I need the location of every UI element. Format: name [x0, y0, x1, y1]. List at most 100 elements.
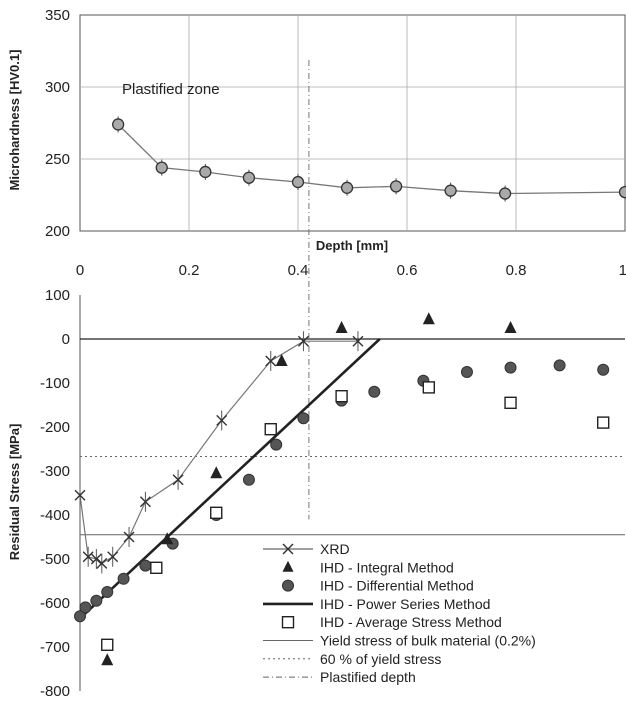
- xrd-point-b: [297, 335, 309, 347]
- xrd-point: [265, 355, 277, 367]
- bottom-y-tick-label: 100: [45, 287, 70, 304]
- xrd-point: [90, 553, 102, 565]
- legend-swatch-xrd: [282, 543, 294, 555]
- bottom-y-ticks: 100 0 -100 -200 -300 -400 -500 -600 -700 -800: [40, 287, 70, 700]
- xrd-point: [352, 335, 364, 347]
- top-grid: [80, 15, 625, 231]
- xrd-point: [96, 557, 108, 569]
- top-x-tick-label: 0.8: [506, 262, 527, 279]
- plastified-zone-label: Plastified zone: [122, 81, 220, 98]
- integral-point: [101, 653, 114, 666]
- differential-point: [117, 572, 130, 585]
- differential-point: [139, 559, 152, 572]
- differential-point: [79, 601, 92, 614]
- legend-row: 60 % of yield stress: [263, 651, 441, 667]
- differential-point: [242, 473, 255, 486]
- xrd-point-b: [90, 553, 102, 565]
- legend-row: Plastified depth: [263, 669, 416, 685]
- legend-rows: XRD IHD - Integral Method IHD - Differenti…: [263, 541, 536, 685]
- hardness-point: [291, 175, 305, 189]
- top-x-tick-label: 1: [619, 262, 626, 279]
- xrd-point-b: [107, 551, 119, 563]
- legend-label: IHD - Differential Method: [320, 578, 474, 594]
- xrd-point: [123, 531, 135, 543]
- power-series-line: [79, 338, 381, 620]
- integral-point: [504, 321, 517, 333]
- legend-label: 60 % of yield stress: [320, 651, 441, 667]
- bottom-y-axis-title: Residual Stress [MPa]: [7, 424, 22, 561]
- xrd-point: [107, 551, 119, 563]
- average-stress-point: [597, 416, 610, 429]
- top-x-tick-label: 0.2: [179, 262, 200, 279]
- legend-label: IHD - Power Series Method: [320, 596, 490, 612]
- xrd-point-b: [265, 355, 277, 367]
- top-y-axis-title: Microhardness [HV0.1]: [7, 50, 22, 191]
- top-y-tick-label: 300: [45, 79, 70, 96]
- top-x-tick-label: 0.4: [288, 262, 309, 279]
- differential-point: [297, 412, 310, 425]
- hardness-line: [117, 123, 626, 195]
- differential-point: [597, 363, 610, 376]
- legend-row: Yield stress of bulk material (0.2%): [263, 633, 536, 649]
- hardness-point: [498, 187, 512, 200]
- bottom-y-tick-label: -200: [40, 419, 70, 436]
- xrd-point-b: [352, 335, 364, 347]
- xrd-point-b: [96, 557, 108, 569]
- average-stress-point: [150, 561, 163, 574]
- xrd-point-b: [82, 551, 94, 563]
- differential-point: [460, 366, 473, 378]
- xrd-point-b: [74, 489, 86, 501]
- hardness-point: [112, 118, 125, 131]
- bottom-y-tick-label: -700: [40, 639, 70, 656]
- top-y-tick-label: 250: [45, 151, 70, 168]
- legend-row: IHD - Average Stress Method: [281, 614, 502, 630]
- xrd-point: [297, 335, 309, 347]
- legend: XRD IHD - Integral Method IHD - Differenti…: [258, 538, 610, 694]
- differential-point: [553, 359, 566, 372]
- xrd-point-b: [216, 414, 228, 426]
- legend-label: IHD - Integral Method: [320, 559, 454, 575]
- average-stress-point: [264, 423, 277, 436]
- integral-point: [335, 321, 348, 333]
- bottom-y-tick-label: -600: [40, 595, 70, 612]
- hardness-point: [389, 180, 403, 193]
- hardness-point: [340, 181, 354, 194]
- average-stress-point: [101, 638, 114, 651]
- legend-row: XRD: [263, 541, 350, 557]
- top-plot-frame: [79, 14, 626, 232]
- differential-point: [74, 610, 86, 623]
- hardness-point: [155, 161, 168, 174]
- bottom-series: [74, 312, 610, 666]
- top-series: [112, 116, 626, 202]
- top-x-tick-label: 0.6: [397, 262, 418, 279]
- xrd-point: [139, 496, 151, 508]
- hardness-point: [199, 165, 212, 179]
- top-y-ticks: 200 250 300 350: [45, 7, 70, 240]
- xrd-point-b: [172, 474, 184, 486]
- top-x-ticks: 0 0.2 0.4 0.6 0.8 1: [76, 262, 626, 279]
- xrd-point: [216, 414, 228, 426]
- bottom-y-tick-label: -300: [40, 463, 70, 480]
- integral-point: [422, 312, 435, 325]
- microhardness-chart: 200 250 300 350 0 0.2 0.4 0.6 0.8 1 Plastified z…: [7, 7, 626, 279]
- top-y-tick-label: 350: [45, 7, 70, 24]
- differential-point: [270, 438, 283, 451]
- xrd-point: [172, 474, 184, 486]
- legend-row: IHD - Power Series Method: [263, 596, 490, 612]
- top-y-tick-label: 200: [45, 223, 70, 240]
- legend-swatch-triangle: [282, 560, 294, 572]
- integral-point: [161, 532, 174, 545]
- top-x-axis-title: Depth [mm]: [316, 238, 388, 253]
- legend-label: Plastified depth: [320, 669, 416, 685]
- average-stress-point: [504, 396, 517, 409]
- xrd-line: [79, 340, 358, 565]
- bottom-y-tick-label: 0: [62, 331, 70, 348]
- xrd-point-b: [139, 496, 151, 508]
- legend-row: IHD - Differential Method: [282, 578, 474, 594]
- legend-row: IHD - Integral Method: [282, 559, 454, 575]
- integral-point: [210, 466, 223, 479]
- hardness-point: [444, 184, 457, 197]
- top-x-tick-label: 0: [76, 262, 84, 279]
- residual-stress-chart: 100 0 -100 -200 -300 -400 -500 -600 -700 -800 Res…: [7, 60, 625, 700]
- differential-point: [101, 586, 114, 598]
